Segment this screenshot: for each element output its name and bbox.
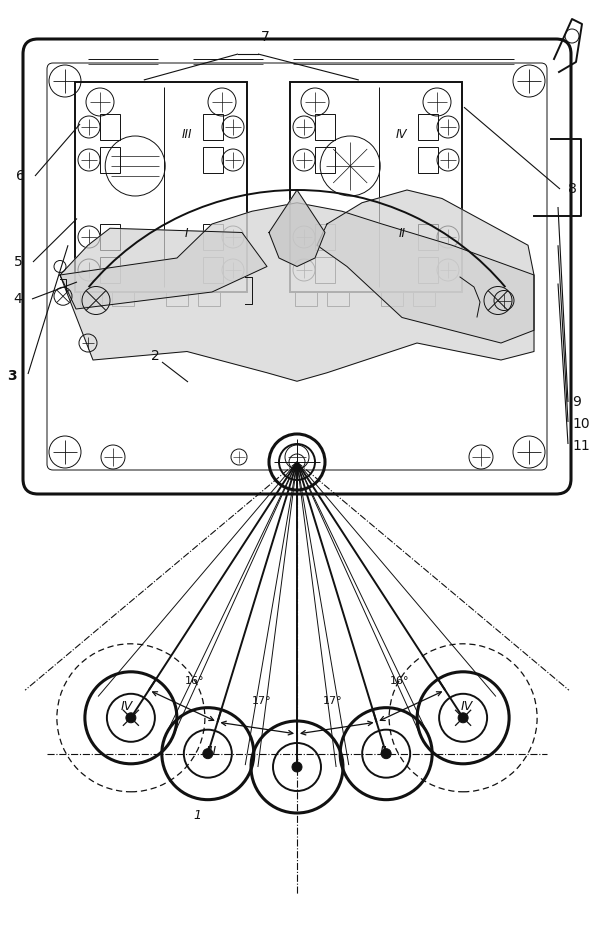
Text: 11: 11 [572, 439, 590, 453]
Bar [198, 292, 220, 306]
Bar [327, 292, 349, 306]
Text: 16°: 16° [185, 676, 205, 686]
Bar [203, 224, 223, 250]
Circle shape [203, 749, 213, 758]
Bar [315, 224, 335, 250]
Text: IV: IV [461, 700, 473, 713]
Text: 1: 1 [194, 809, 202, 822]
FancyBboxPatch shape [47, 63, 547, 470]
Bar [203, 114, 223, 140]
Bar [100, 257, 120, 283]
Bar [315, 257, 335, 283]
Bar [203, 147, 223, 173]
Polygon shape [60, 203, 534, 381]
Text: 8: 8 [568, 182, 577, 196]
Text: 17°: 17° [323, 697, 343, 706]
Bar [112, 292, 134, 306]
Polygon shape [317, 190, 534, 343]
Polygon shape [269, 190, 325, 266]
Text: 7: 7 [260, 30, 269, 44]
Bar [315, 114, 335, 140]
Text: 17°: 17° [251, 697, 271, 706]
Circle shape [381, 749, 391, 758]
Text: I: I [185, 227, 188, 240]
Text: 3: 3 [7, 369, 17, 383]
Text: IV: IV [396, 128, 407, 141]
Bar [315, 147, 335, 173]
Text: II: II [379, 745, 387, 758]
Text: 9: 9 [572, 395, 581, 409]
Text: III: III [205, 745, 217, 758]
Bar [290, 82, 462, 292]
Bar [203, 257, 223, 283]
Text: II: II [398, 227, 406, 240]
Bar [166, 292, 188, 306]
Text: 2: 2 [151, 349, 160, 363]
Bar [80, 292, 102, 306]
Text: 4: 4 [14, 292, 22, 306]
Bar [100, 114, 120, 140]
Circle shape [126, 713, 136, 723]
Circle shape [292, 762, 302, 772]
Circle shape [458, 713, 468, 723]
Text: III: III [182, 128, 192, 141]
Bar [100, 224, 120, 250]
Bar [418, 147, 438, 173]
Bar [418, 224, 438, 250]
Bar [100, 147, 120, 173]
Bar [295, 292, 317, 306]
Text: 10: 10 [572, 417, 590, 431]
Bar [381, 292, 403, 306]
Bar [413, 292, 435, 306]
Text: 6: 6 [16, 169, 25, 183]
Bar [418, 114, 438, 140]
FancyBboxPatch shape [23, 39, 571, 494]
Polygon shape [60, 228, 267, 309]
Bar [75, 82, 247, 292]
Bar [418, 257, 438, 283]
Text: IV: IV [121, 700, 133, 713]
Text: 5: 5 [14, 255, 22, 269]
Text: I: I [295, 758, 299, 771]
Text: 16°: 16° [389, 676, 409, 686]
